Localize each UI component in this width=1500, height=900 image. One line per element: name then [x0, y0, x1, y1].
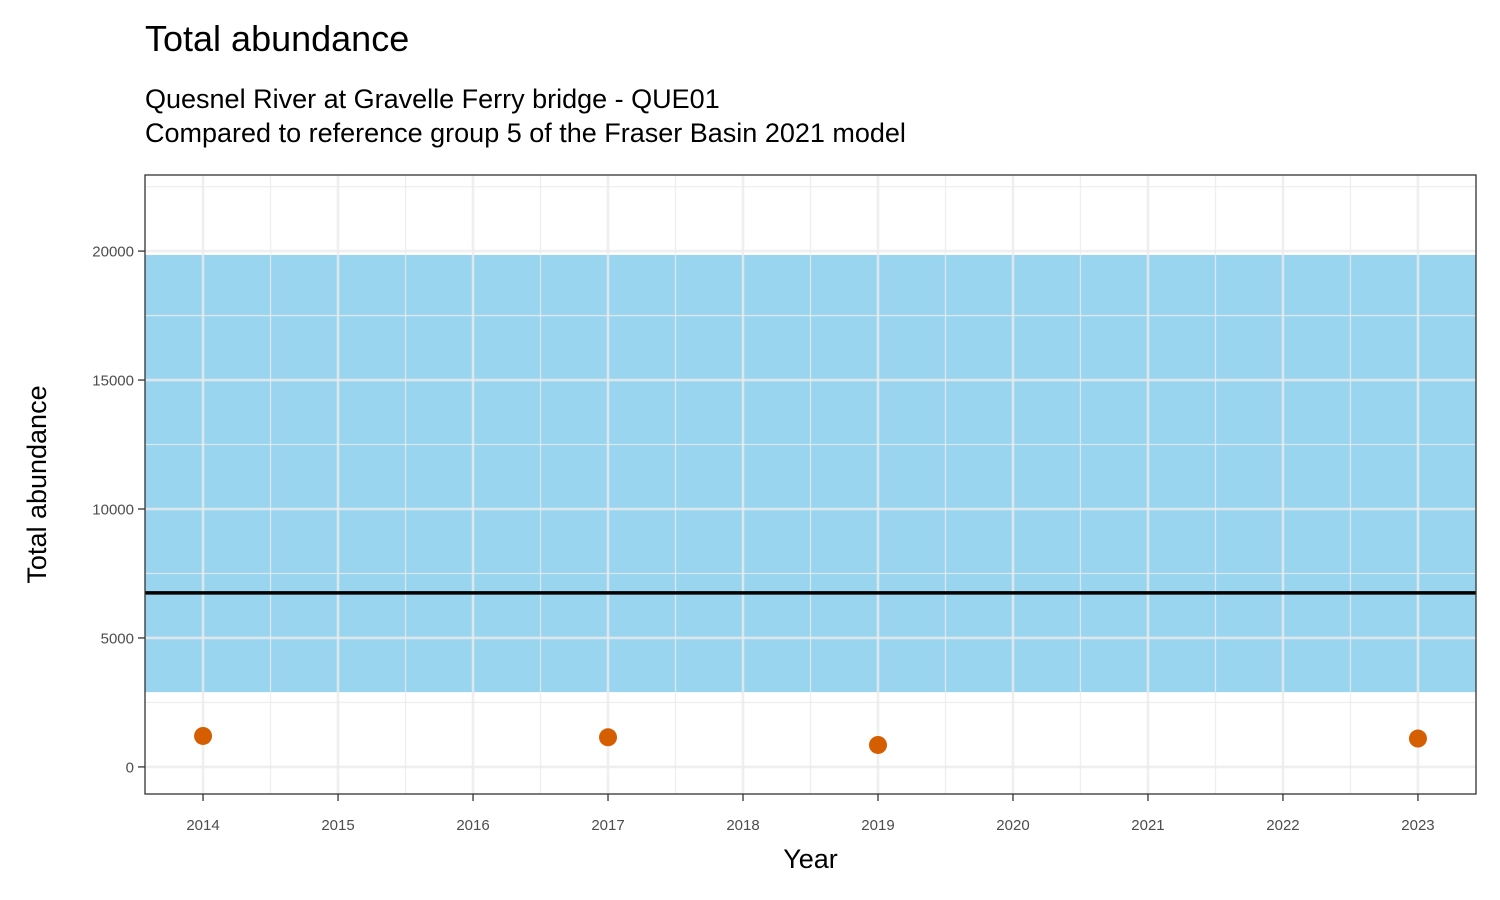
x-axis-title: Year — [783, 844, 838, 874]
points-layer — [194, 726, 1427, 754]
y-tick-label: 5000 — [101, 630, 134, 647]
y-tick-label: 15000 — [92, 373, 134, 390]
x-tick-label: 2021 — [1131, 817, 1164, 834]
x-tick-label: 2018 — [726, 817, 759, 834]
y-axis-title: Total abundance — [22, 385, 52, 583]
axes-layer: 2014 2015 2016 2017 2018 2019 2020 2021 2022 2023… — [92, 244, 1434, 834]
y-tick-label: 0 — [126, 759, 134, 776]
x-tick-label: 2023 — [1401, 817, 1434, 834]
y-tick-label: 10000 — [92, 502, 134, 519]
data-point — [868, 735, 887, 754]
chart-title: Total abundance — [145, 18, 410, 59]
x-tick-label: 2017 — [591, 817, 624, 834]
chart-subtitle: Quesnel River at Gravelle Ferry bridge -… — [145, 82, 906, 150]
panel-border — [144, 174, 1477, 795]
subtitle-line-2: Compared to reference group 5 of the Fra… — [145, 118, 906, 148]
subtitle-line-1: Quesnel River at Gravelle Ferry bridge -… — [145, 84, 720, 114]
x-tick-label: 2020 — [996, 817, 1029, 834]
data-point — [1408, 729, 1427, 748]
x-tick-label: 2016 — [456, 817, 489, 834]
x-tick-label: 2015 — [321, 817, 354, 834]
y-tick-label: 20000 — [92, 244, 134, 261]
x-tick-label: 2019 — [861, 817, 894, 834]
x-tick-label: 2014 — [186, 817, 219, 834]
x-tick-label: 2022 — [1266, 817, 1299, 834]
data-point — [194, 726, 213, 745]
grid-layer — [145, 175, 1476, 794]
data-point — [599, 728, 618, 747]
